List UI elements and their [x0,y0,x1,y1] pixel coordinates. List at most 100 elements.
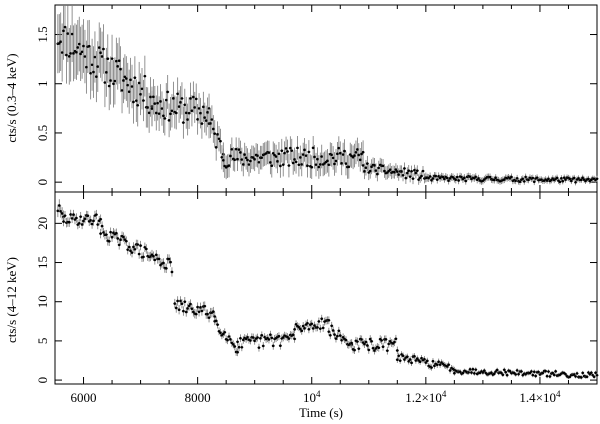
data-point [585,375,589,379]
data-point [130,251,134,254]
data-point [320,317,324,321]
data-point [434,174,438,178]
data-point [353,348,356,352]
data-point [560,177,563,180]
data-point [239,151,242,154]
data-point [504,370,508,374]
data-point [164,98,168,102]
y-tick-label: 1.5 [35,26,50,42]
data-point [340,162,343,165]
data-point [257,160,261,164]
data-point [269,161,272,164]
data-point [330,153,334,157]
data-point [286,150,289,153]
data-point [170,270,174,274]
data-point [594,371,597,375]
data-point [240,345,244,349]
data-point [447,179,450,182]
data-point [431,177,435,180]
data-point [545,179,549,182]
data-point [72,213,75,216]
data-point [287,164,291,167]
data-point [176,299,179,303]
data-point [294,323,298,326]
data-point [237,148,241,151]
data-point [126,83,130,87]
data-point [77,221,81,225]
data-point [217,137,221,141]
data-point [233,158,237,162]
data-point [271,151,275,155]
data-point [203,116,207,119]
data-point [110,57,114,60]
data-point [464,179,468,183]
data-point [149,95,152,99]
data-point [89,71,92,75]
data-point [386,349,389,352]
data-point [257,346,261,349]
data-point [293,337,296,341]
data-point [180,97,184,100]
data-point [192,310,195,314]
data-point [468,368,472,371]
data-point [189,97,192,100]
data-point [360,338,363,341]
data-point [276,160,279,163]
data-point [56,209,60,213]
data-point [306,164,309,167]
data-point [331,156,335,160]
data-point [97,46,101,49]
data-point [587,177,590,181]
data-point [297,163,301,167]
data-point [326,159,329,163]
y-tick-label: 20 [35,217,50,230]
data-point [214,146,218,149]
data-point [589,371,593,374]
top-y-axis-title: cts/s (0.3–4 keV) [4,53,19,142]
data-point [397,173,401,176]
data-point [341,336,345,339]
data-point [455,175,459,179]
data-point [364,166,368,169]
data-point [109,79,112,82]
data-point [60,51,64,54]
data-point [227,335,231,338]
data-point [127,245,131,249]
data-point [423,357,426,361]
data-point [99,51,102,55]
data-point [373,164,376,167]
data-point [406,355,409,359]
data-point [251,336,255,339]
data-point [340,338,343,342]
data-point [568,177,572,181]
data-point [169,260,172,264]
data-point [531,176,535,180]
data-point [62,220,65,223]
data-point [87,44,91,48]
y-tick-label: 0 [35,179,50,186]
data-point [59,210,63,213]
data-point [541,371,545,375]
data-point [105,233,108,236]
data-point [80,223,84,226]
data-point [408,358,412,361]
data-point [113,79,117,83]
data-point [535,176,539,179]
data-point [290,149,294,152]
data-point [494,176,498,180]
data-point [532,370,536,374]
data-point [236,157,239,161]
data-point [380,339,383,342]
data-point [197,310,201,314]
top-panel: 0 0.5 1 1.5 [35,4,599,193]
data-point [400,170,403,173]
data-point [281,163,285,166]
data-point [574,375,577,378]
data-point [183,300,187,303]
data-point [407,169,411,173]
data-point [327,330,331,333]
data-point [260,334,264,337]
data-point [79,52,82,56]
data-point [122,79,125,82]
y-tick-label: 0.5 [35,125,50,141]
